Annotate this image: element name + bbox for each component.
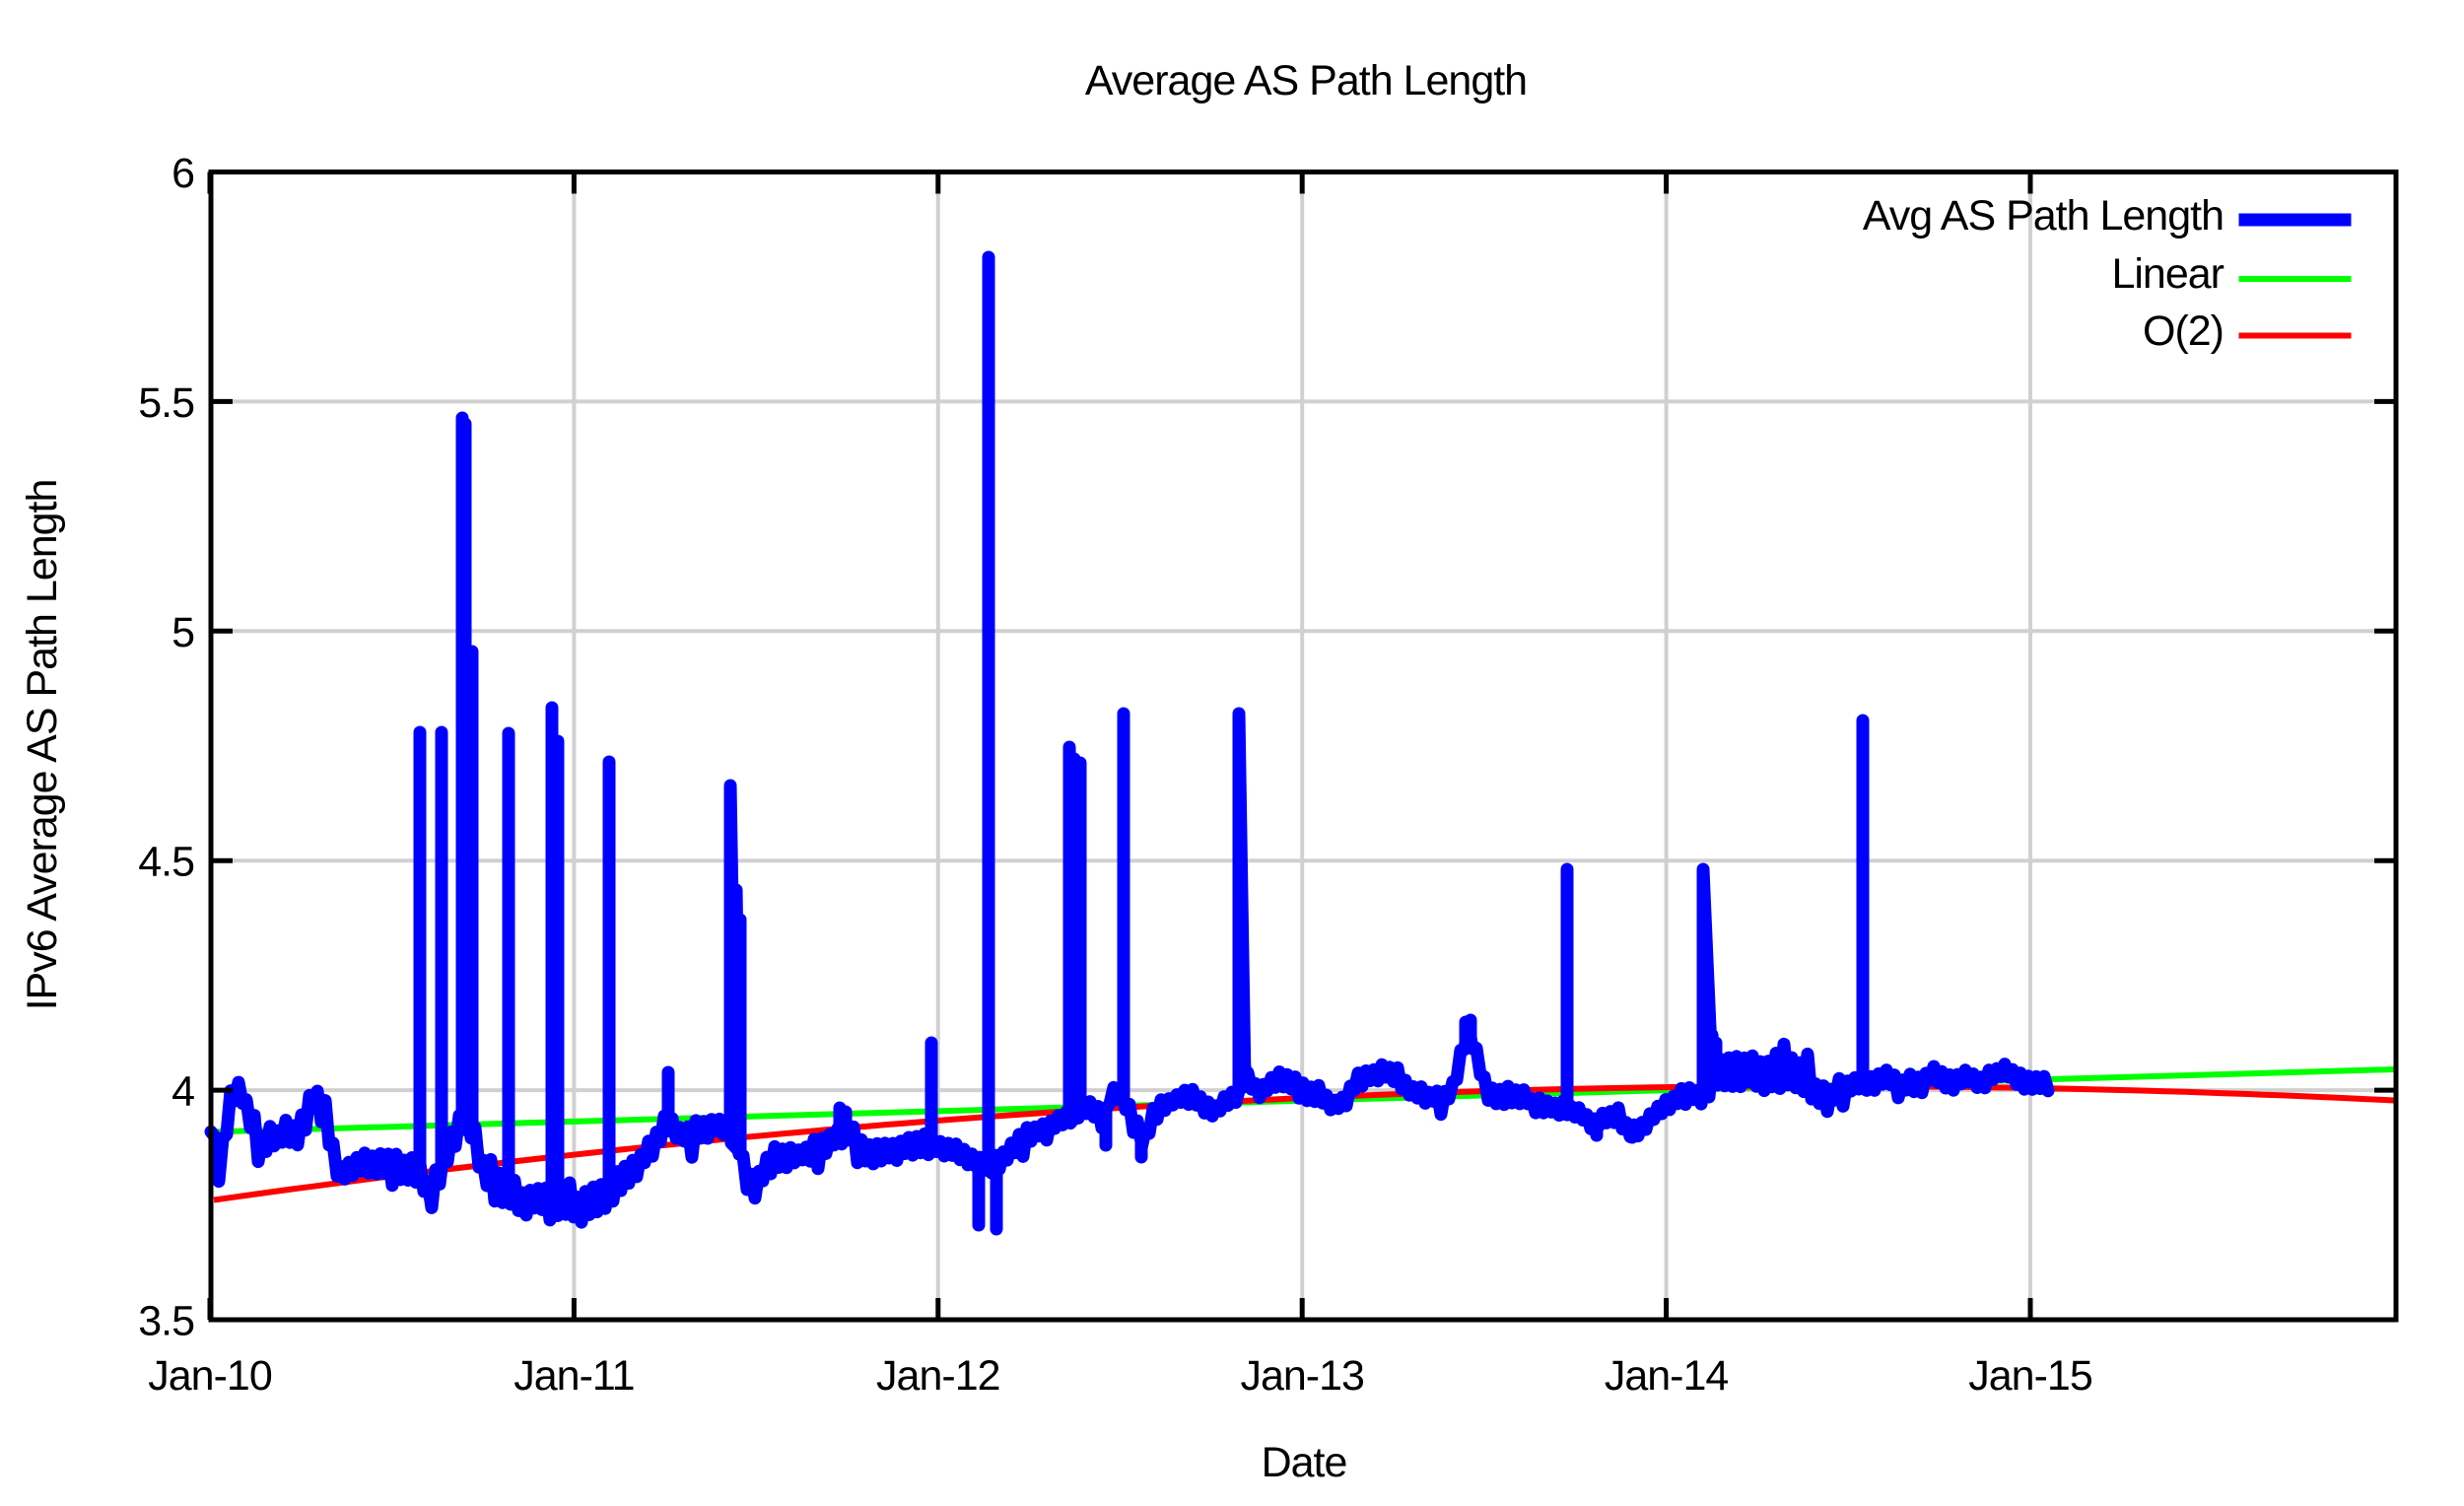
svg-text:5.5: 5.5 [138,379,194,427]
svg-text:Jan-13: Jan-13 [1240,1352,1364,1400]
svg-text:5: 5 [171,609,194,656]
svg-text:6: 6 [171,150,194,197]
svg-text:Jan-10: Jan-10 [148,1352,272,1400]
svg-text:IPv6 Average AS Path Length: IPv6 Average AS Path Length [19,480,66,1011]
svg-text:Jan-15: Jan-15 [1968,1352,2092,1400]
svg-text:Jan-14: Jan-14 [1605,1352,1729,1400]
svg-text:Linear: Linear [2111,250,2224,298]
svg-text:O(2): O(2) [2143,308,2224,355]
svg-text:4.5: 4.5 [138,839,194,886]
svg-text:Jan-12: Jan-12 [876,1352,999,1400]
svg-text:Jan-11: Jan-11 [513,1352,634,1400]
svg-text:4: 4 [171,1068,194,1116]
svg-text:3.5: 3.5 [138,1298,194,1345]
svg-text:Avg AS Path Length: Avg AS Path Length [1863,192,2224,240]
svg-text:Average AS Path Length: Average AS Path Length [1085,57,1527,104]
svg-text:Date: Date [1262,1439,1347,1486]
